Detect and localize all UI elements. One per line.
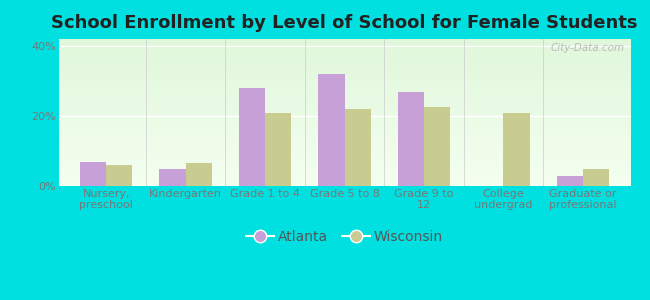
Bar	[80, 161, 106, 186]
Text: City-Data.com: City-Data.com	[551, 44, 625, 53]
Bar	[106, 165, 133, 186]
Bar	[424, 107, 450, 186]
Bar	[265, 112, 291, 186]
Bar	[318, 74, 344, 186]
Title: School Enrollment by Level of School for Female Students: School Enrollment by Level of School for…	[51, 14, 638, 32]
Bar	[398, 92, 424, 186]
Bar	[239, 88, 265, 186]
Bar	[344, 109, 370, 186]
Bar	[186, 163, 212, 186]
Bar	[503, 112, 530, 186]
Bar	[583, 169, 609, 186]
Bar	[159, 169, 186, 186]
Bar	[556, 176, 583, 186]
Legend: Atlanta, Wisconsin: Atlanta, Wisconsin	[240, 224, 448, 250]
